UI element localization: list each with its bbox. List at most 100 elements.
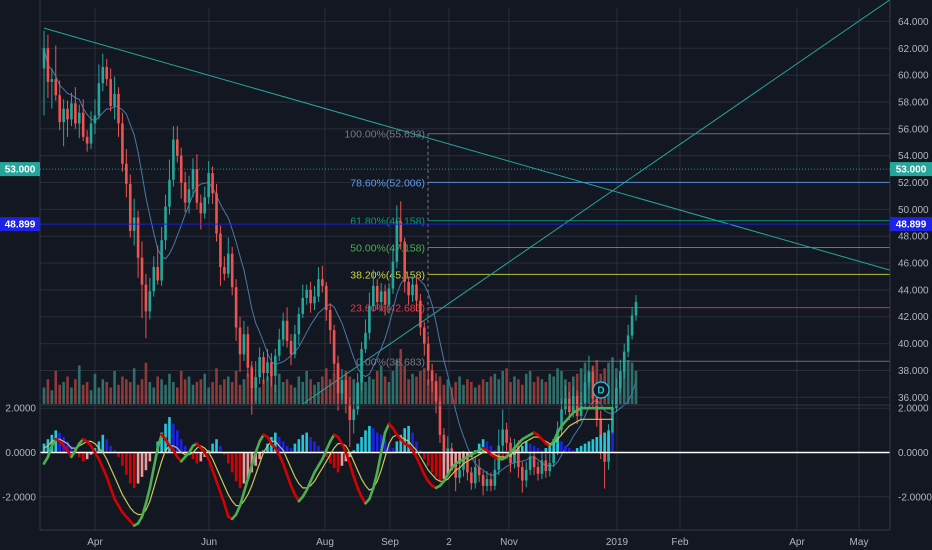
candle-body bbox=[372, 285, 375, 307]
time-tick-label: Nov bbox=[500, 537, 518, 548]
candle-body bbox=[399, 221, 403, 242]
candle-body bbox=[560, 409, 563, 430]
candle-body bbox=[328, 310, 332, 331]
fast-line-segment bbox=[101, 466, 109, 479]
histogram-bar bbox=[489, 445, 493, 453]
volume-bar bbox=[183, 379, 187, 404]
candle-body bbox=[383, 291, 387, 305]
candle-body bbox=[230, 253, 234, 288]
volume-bar bbox=[332, 373, 336, 404]
histogram-bar bbox=[395, 441, 399, 453]
histogram-bar bbox=[183, 445, 187, 453]
fast-line-segment bbox=[109, 486, 116, 501]
volume-bar bbox=[297, 376, 301, 404]
indicator-tick-label-left: 2.0000 bbox=[5, 404, 36, 415]
markers[interactable]: D bbox=[592, 381, 610, 399]
candle-body bbox=[277, 339, 281, 356]
candle-body bbox=[297, 314, 301, 335]
fib-level-label: 61.80%(49.158) bbox=[350, 216, 425, 228]
histogram-bar bbox=[293, 443, 297, 453]
histogram-bar bbox=[364, 430, 367, 453]
histogram-bar bbox=[426, 452, 430, 466]
histogram-bar bbox=[85, 452, 89, 460]
fast-line-segment bbox=[309, 471, 316, 483]
histogram-bar bbox=[301, 434, 305, 453]
histogram-bar bbox=[109, 445, 112, 453]
dividend-marker bbox=[592, 381, 610, 399]
histogram-bar bbox=[575, 448, 579, 453]
volume-bar bbox=[399, 349, 403, 404]
volume-bar bbox=[132, 368, 136, 404]
volume-bar bbox=[293, 387, 297, 404]
volume-bar bbox=[58, 384, 61, 404]
candle-body bbox=[125, 163, 128, 184]
volume-bar bbox=[395, 360, 399, 404]
histogram-bar bbox=[340, 452, 344, 466]
histogram-bar bbox=[352, 450, 356, 453]
candle-body bbox=[411, 284, 414, 296]
histogram-bar bbox=[532, 445, 536, 453]
candle-body bbox=[375, 285, 379, 302]
volume-bar bbox=[579, 368, 583, 404]
volume-bar bbox=[470, 382, 473, 404]
fast-line-segment bbox=[415, 455, 422, 468]
candle-body bbox=[336, 363, 340, 394]
volume-bar bbox=[168, 373, 171, 404]
volume-bar bbox=[211, 382, 214, 404]
price-tick-label: 50.000 bbox=[898, 205, 929, 216]
volume-bar bbox=[289, 384, 293, 404]
candle-body bbox=[324, 285, 328, 311]
candle-body bbox=[626, 335, 630, 352]
histogram-bar bbox=[132, 452, 136, 488]
fast-line-segment bbox=[215, 479, 222, 494]
candle-body bbox=[187, 189, 191, 203]
candle-body bbox=[458, 469, 461, 478]
volume-bar bbox=[234, 371, 238, 404]
candle-body bbox=[332, 330, 336, 364]
histogram-bar bbox=[215, 439, 218, 453]
volume-bar bbox=[262, 379, 265, 404]
candle-body bbox=[234, 287, 238, 328]
trendlines[interactable] bbox=[43, 0, 891, 405]
histogram-bar bbox=[360, 437, 363, 453]
histogram-bar bbox=[128, 452, 132, 484]
price-badge-left bbox=[0, 162, 40, 177]
volume-bar bbox=[160, 379, 163, 404]
histogram-bar bbox=[101, 434, 105, 453]
histogram-bar bbox=[140, 452, 144, 477]
candle-body bbox=[434, 381, 438, 402]
candle-body bbox=[250, 367, 254, 388]
volume-bar bbox=[109, 387, 112, 404]
candle-body bbox=[309, 289, 312, 304]
candle-body bbox=[313, 296, 316, 304]
volume-bar bbox=[513, 376, 516, 404]
candle-body bbox=[262, 357, 265, 374]
candle-body bbox=[242, 334, 246, 355]
histogram-bar bbox=[289, 448, 293, 453]
histogram-bar bbox=[81, 452, 85, 462]
indicator-tick-label-right: 2.0000 bbox=[898, 404, 929, 415]
candle-body bbox=[591, 371, 595, 399]
candle-body bbox=[183, 182, 187, 203]
histogram-bar bbox=[548, 443, 552, 453]
volume-bar bbox=[105, 382, 109, 404]
volume-bar bbox=[195, 382, 199, 404]
fast-line-segment bbox=[348, 462, 356, 479]
volume-bar bbox=[125, 379, 128, 404]
histogram-bar bbox=[564, 445, 567, 453]
volume-bar bbox=[191, 384, 195, 404]
volume-bar bbox=[442, 384, 446, 404]
time-tick-label: Sep bbox=[381, 537, 399, 548]
candle-body bbox=[391, 261, 395, 289]
price-tick-label: 58.000 bbox=[898, 97, 929, 108]
volume-bar bbox=[203, 373, 207, 404]
candle-body bbox=[352, 409, 356, 421]
histogram-bar bbox=[485, 441, 489, 453]
histogram-bar bbox=[415, 441, 418, 453]
candle-body bbox=[199, 202, 203, 214]
candle-body bbox=[611, 408, 614, 435]
histogram-bar bbox=[66, 441, 69, 453]
candle-body bbox=[101, 67, 105, 84]
histogram-bar bbox=[160, 432, 163, 453]
